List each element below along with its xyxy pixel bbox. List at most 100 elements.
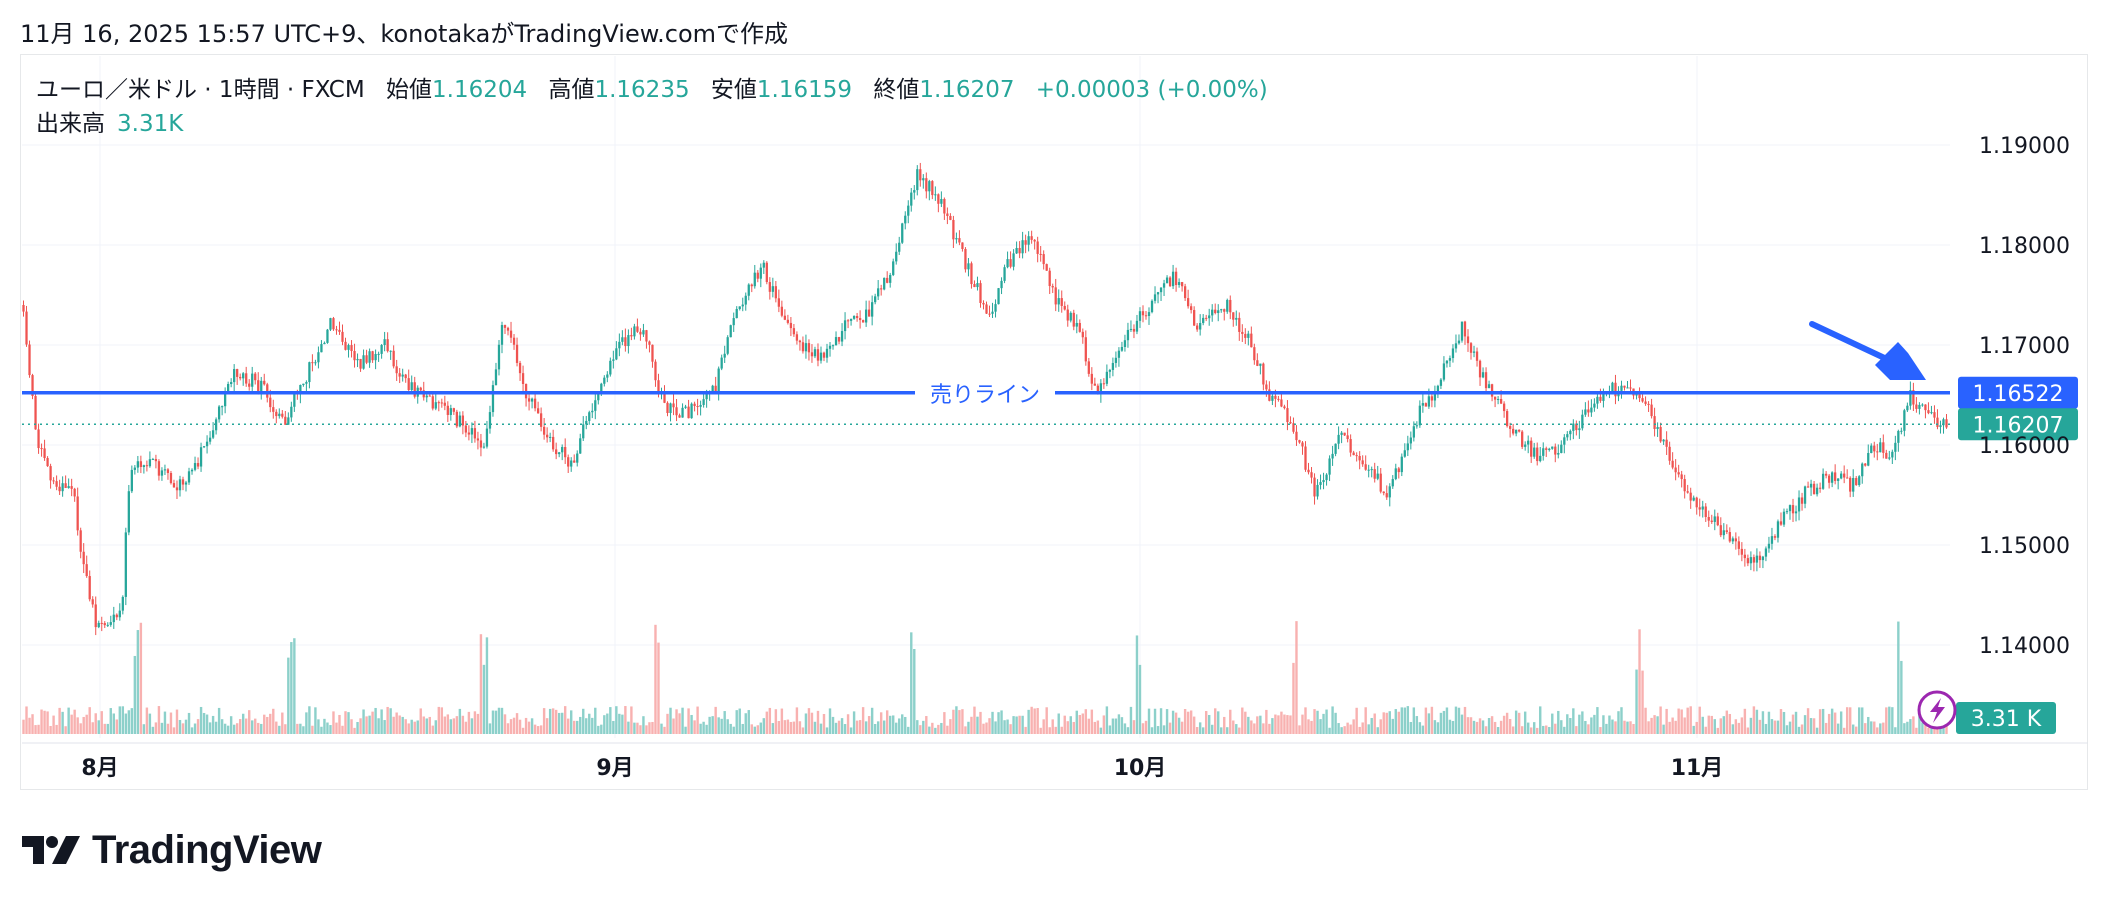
candle-body [771,286,774,292]
volume-bar [133,655,137,734]
volume-bar [269,713,272,734]
volume-bar [630,706,633,734]
volume-bar [1358,726,1361,734]
candle-body [287,417,290,425]
volume-bar [329,725,332,734]
candle-body [1220,309,1223,311]
candle-body [1539,455,1542,462]
candle-body [25,311,28,345]
volume-bar [509,719,513,734]
candle-body [22,305,25,312]
volume-bar [545,718,549,734]
candle-body [530,398,534,402]
candle-body [1873,445,1876,452]
volume-bar [1650,717,1653,734]
candle-body [1596,396,1599,404]
candle-body [810,352,814,357]
sell-line-label: 売りライン [930,383,1040,408]
volume-bar [1307,719,1310,734]
symbol-label: ユーロ／米ドル · 1時間 · FXCM [36,77,365,103]
candle-body [335,329,338,331]
volume-bar [681,707,684,734]
candle-body [1334,443,1337,454]
candle-body [678,415,681,418]
volume-bar [530,718,534,734]
candle-body [1785,511,1789,513]
volume-bar [1403,707,1407,734]
candle-body [533,398,537,409]
candle-body [431,396,434,409]
candle-body [1827,475,1831,483]
volume-bar [1743,708,1747,734]
candle-body [455,411,458,427]
candle-body [609,360,612,375]
candle-body [1177,282,1181,286]
candle-body [747,284,750,296]
volume-bar [1247,716,1250,734]
candle-body [1427,396,1431,407]
candle-body [1147,312,1151,316]
volume-bar [404,719,407,734]
candle-body [248,383,251,387]
volume-bar [28,717,31,734]
candle-body [654,361,657,381]
candle-body [43,448,46,459]
candle-body [1159,287,1163,293]
candle-body [711,385,714,392]
candle-body [1460,321,1464,341]
candle-body [702,399,705,405]
candle-body [597,393,600,401]
volume-bar [380,709,383,734]
candle-body [1677,472,1680,475]
volume-bar [1698,706,1701,734]
volume-bar [1514,710,1518,734]
candle-body [1424,403,1428,407]
volume-bar [1659,706,1662,734]
volume-bar [326,722,329,734]
candle-body [1232,312,1235,320]
volume-bar [190,727,194,734]
volume-bar [1536,727,1539,734]
volume-bar [1761,711,1765,734]
volume-bar [708,716,711,734]
candle-body [1731,538,1734,542]
candle-body [1466,336,1470,344]
candle-body [395,366,398,374]
candle-body [1141,311,1145,316]
candle-body [1620,385,1623,391]
candle-body [729,325,732,338]
volume-bar [127,710,131,734]
candle-body [720,357,723,369]
volume-bar [976,716,979,734]
candle-body [184,482,188,485]
volume-value: 3.31K [117,111,184,137]
volume-bar [1641,670,1644,734]
candle-body [380,345,383,354]
volume-bar [232,724,236,734]
volume-bar [314,707,317,734]
candle-body [190,469,194,472]
candle-body [1499,398,1503,404]
low-label: 安値 [710,77,757,103]
volume-bar [1150,727,1154,734]
candle-body [1340,432,1343,435]
volume-bar [163,711,167,734]
candle-body [886,277,889,283]
volume-bar [452,718,456,734]
candle-body [1331,453,1334,459]
tradingview-logo[interactable]: TradingView [22,828,322,873]
candle-body [741,304,744,307]
volume-bar [849,727,853,734]
volume-bar [1138,664,1142,734]
candle-body [1039,253,1042,255]
candle-body [214,419,218,431]
candle-body [1144,315,1148,317]
volume-bar [335,722,338,734]
candle-body [1120,346,1124,351]
volume-bar [467,711,471,734]
candle-body [1767,543,1771,549]
volume-bar [1942,727,1945,734]
candle-body [452,408,455,412]
volume-bar [1683,717,1686,734]
